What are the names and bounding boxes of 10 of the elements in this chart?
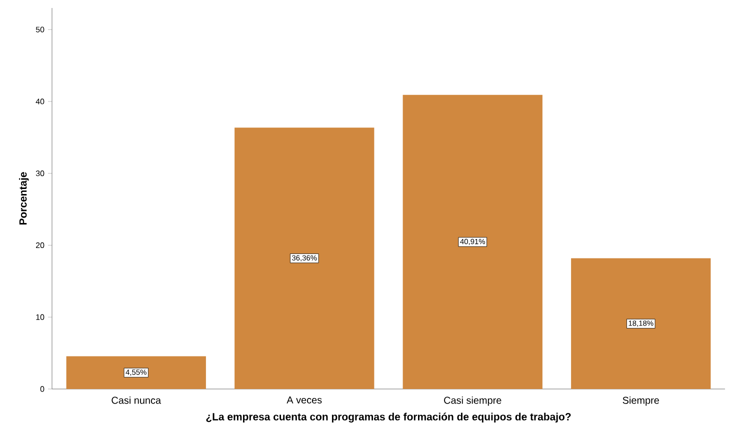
bar xyxy=(234,128,374,389)
y-axis-title: Porcentaje xyxy=(19,172,29,225)
bar xyxy=(402,94,542,389)
x-tick-label: Siempre xyxy=(622,396,659,406)
x-tick-label: Casi siempre xyxy=(444,396,502,406)
bar xyxy=(571,258,711,389)
x-axis-title: ¿La empresa cuenta con programas de formación de equipos de trabajo? xyxy=(206,412,571,423)
bar xyxy=(66,356,206,389)
x-tick-label: Casi nunca xyxy=(112,396,162,404)
x-tick-label: A veces xyxy=(286,396,322,404)
